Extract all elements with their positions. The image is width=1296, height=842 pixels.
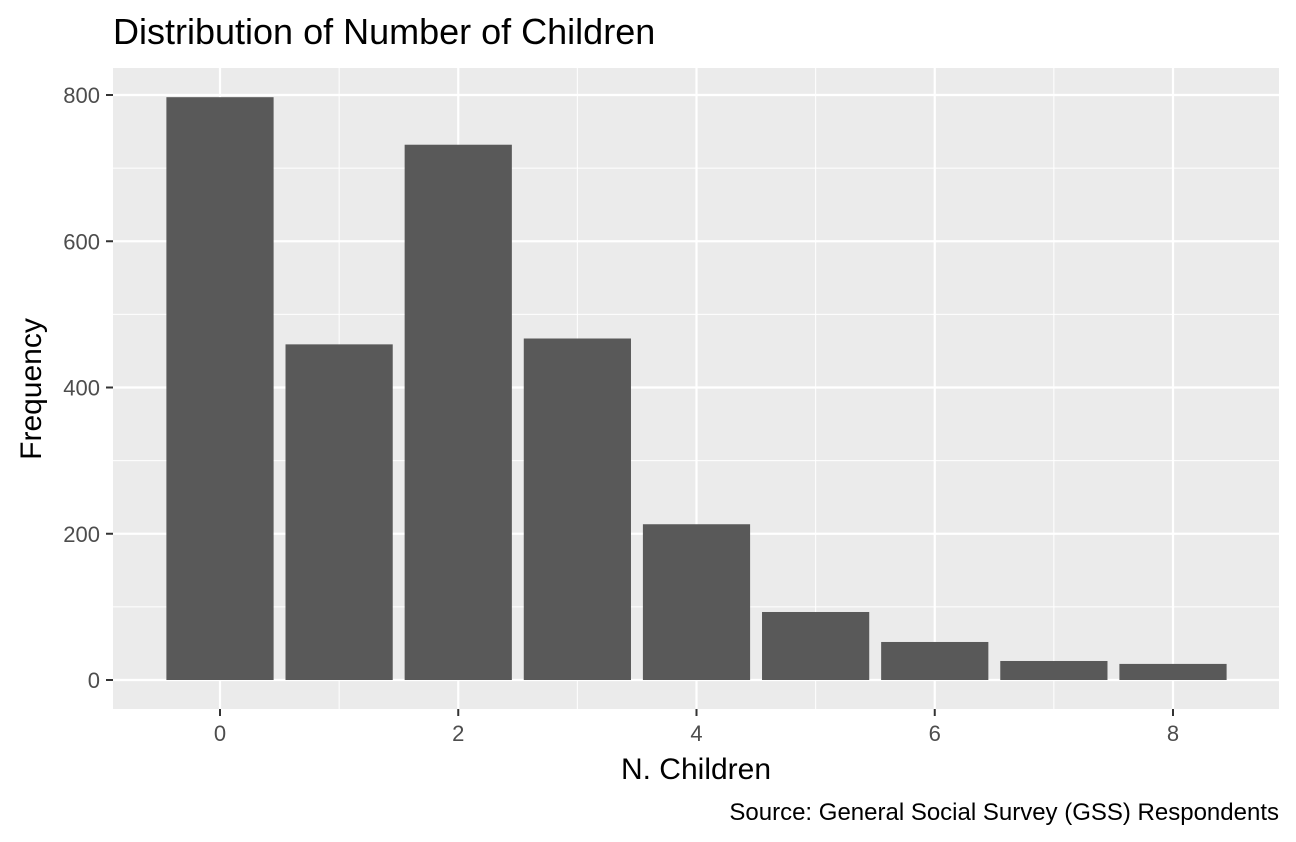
bars <box>166 97 1227 681</box>
x-axis-title: N. Children <box>621 753 771 786</box>
y-tick-label: 200 <box>63 522 100 547</box>
y-axis-title: Frequency <box>15 318 48 460</box>
y-tick-label: 600 <box>63 229 100 254</box>
y-tick-label: 800 <box>63 83 100 108</box>
y-axis: 0 200 400 600 800 <box>63 83 113 693</box>
bar <box>642 524 751 680</box>
bar <box>1000 660 1108 680</box>
x-tick-label: 4 <box>690 721 702 746</box>
bar <box>762 611 870 680</box>
chart-title: Distribution of Number of Children <box>113 11 655 52</box>
bar <box>1119 663 1227 680</box>
x-tick-label: 6 <box>929 721 941 746</box>
y-tick-label: 400 <box>63 376 100 401</box>
x-tick-label: 2 <box>452 721 464 746</box>
x-tick-label: 0 <box>214 721 226 746</box>
x-axis: 0 2 4 6 8 <box>214 709 1179 746</box>
bar <box>404 144 512 681</box>
bar <box>285 344 393 680</box>
bar <box>881 641 989 680</box>
chart-caption: Source: General Social Survey (GSS) Resp… <box>729 799 1279 826</box>
bar <box>166 97 274 681</box>
y-tick-label: 0 <box>88 668 100 693</box>
x-tick-label: 8 <box>1167 721 1179 746</box>
bar <box>523 338 631 680</box>
